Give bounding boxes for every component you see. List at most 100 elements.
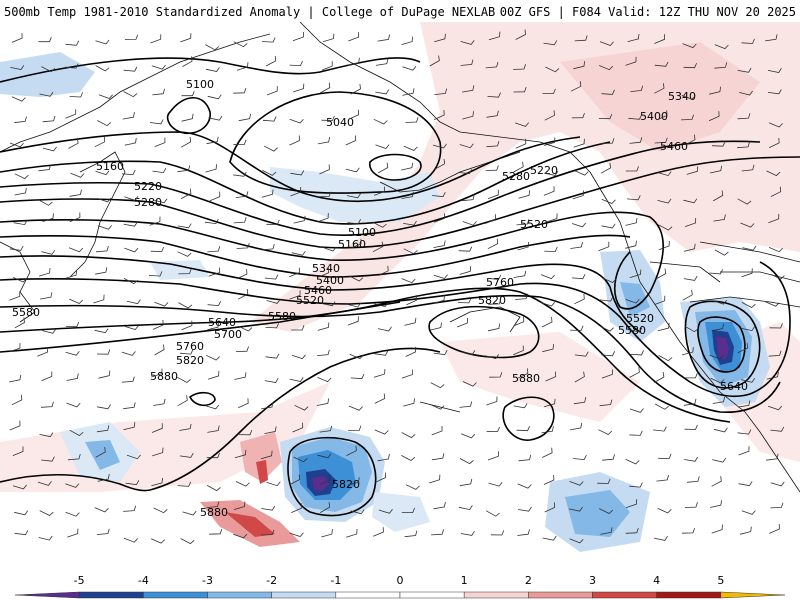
wind-barb	[770, 502, 784, 509]
wind-barb	[486, 110, 499, 118]
wind-barb	[205, 354, 220, 361]
wind-barb	[573, 397, 587, 405]
wind-barb	[601, 138, 615, 144]
wind-barb	[486, 140, 500, 148]
wind-barb	[347, 57, 360, 66]
wind-barb	[96, 425, 110, 433]
wind-barb	[207, 370, 220, 380]
wind-barb	[266, 299, 281, 304]
wind-barb	[628, 114, 642, 120]
wind-barb	[97, 197, 112, 203]
wind-barb	[151, 477, 163, 487]
wind-barb	[655, 403, 669, 410]
wind-barb	[177, 395, 188, 407]
wind-barb	[264, 426, 277, 434]
wind-barb	[711, 476, 722, 487]
wind-barb	[321, 61, 333, 71]
wind-barb	[741, 302, 756, 308]
wind-barb	[261, 189, 274, 198]
wind-barb	[41, 250, 56, 255]
wind-barb	[574, 371, 585, 383]
colorbar-segment	[14, 591, 80, 599]
wind-barb	[68, 247, 84, 253]
wind-barb	[350, 83, 361, 95]
wind-barb	[545, 66, 560, 73]
wind-barb	[262, 116, 277, 122]
wind-barb	[153, 198, 168, 204]
wind-barb	[766, 371, 779, 380]
wind-barb	[569, 422, 583, 431]
contour-label: 5340	[312, 262, 340, 275]
wind-barb	[766, 170, 781, 177]
wind-barb	[346, 193, 361, 199]
wind-barb	[490, 530, 505, 536]
wind-barb	[514, 122, 530, 127]
wind-barb	[152, 168, 167, 174]
wind-barb	[544, 246, 558, 253]
wind-barb	[348, 109, 360, 120]
wind-barb	[513, 270, 527, 278]
wind-barb	[433, 274, 448, 279]
wind-barb	[684, 424, 698, 430]
wind-barb	[599, 296, 614, 302]
wind-barb	[97, 225, 113, 230]
contour-label: 5580	[268, 310, 296, 323]
wind-barb	[657, 322, 670, 332]
wind-barb	[372, 241, 384, 253]
wind-barb	[628, 327, 643, 333]
wind-barb	[513, 64, 526, 70]
wind-barb	[570, 325, 584, 331]
wind-barb	[656, 110, 668, 121]
wind-barb	[456, 318, 468, 328]
wind-barb	[206, 501, 220, 508]
wind-barb	[181, 113, 194, 122]
wind-barb	[541, 426, 554, 434]
wind-barb	[404, 530, 418, 538]
wind-barb	[40, 401, 54, 408]
wind-barb	[401, 455, 416, 461]
wind-barb	[289, 135, 300, 146]
wind-barb	[321, 115, 335, 121]
wind-barb	[262, 170, 277, 176]
wind-barb	[317, 322, 330, 331]
wind-barb	[488, 323, 500, 332]
wind-barb	[516, 426, 530, 432]
wind-barb	[768, 350, 782, 357]
wind-barb	[375, 472, 387, 483]
wind-barb	[401, 507, 415, 514]
wind-barb	[487, 189, 499, 200]
colorbar-segment	[143, 591, 208, 599]
wind-barb	[180, 33, 192, 43]
wind-barb	[462, 221, 477, 226]
contour-label: 5760	[486, 276, 514, 289]
wind-barb	[290, 170, 305, 176]
wind-barb	[207, 94, 222, 100]
wind-barb	[544, 502, 556, 513]
wind-barb	[625, 240, 637, 249]
wind-barb	[574, 35, 588, 42]
wind-barb	[321, 301, 336, 307]
wind-barb	[459, 143, 474, 149]
wind-barb	[709, 354, 724, 360]
wind-barb	[598, 241, 610, 252]
wind-barb	[14, 530, 29, 536]
wind-barb	[517, 241, 530, 251]
wind-barb	[768, 247, 783, 253]
wind-barb	[401, 369, 413, 379]
contour-label: 5280	[134, 196, 162, 209]
colorbar-segment	[592, 591, 657, 599]
wind-barb	[12, 276, 27, 283]
wind-barb	[460, 530, 475, 536]
wind-barb	[433, 501, 446, 510]
wind-barb	[123, 505, 137, 512]
wind-barb	[124, 137, 137, 146]
colorbar-segment	[720, 591, 786, 599]
map-title: 500mb Temp 1981-2010 Standardized Anomal…	[4, 5, 496, 19]
wind-barb	[235, 191, 249, 198]
contour-label: 5880	[150, 370, 178, 383]
wind-barb	[206, 485, 221, 492]
wind-barb	[405, 117, 419, 123]
wind-barb	[97, 474, 110, 482]
wind-barb	[737, 141, 750, 149]
wind-barb	[373, 527, 384, 537]
